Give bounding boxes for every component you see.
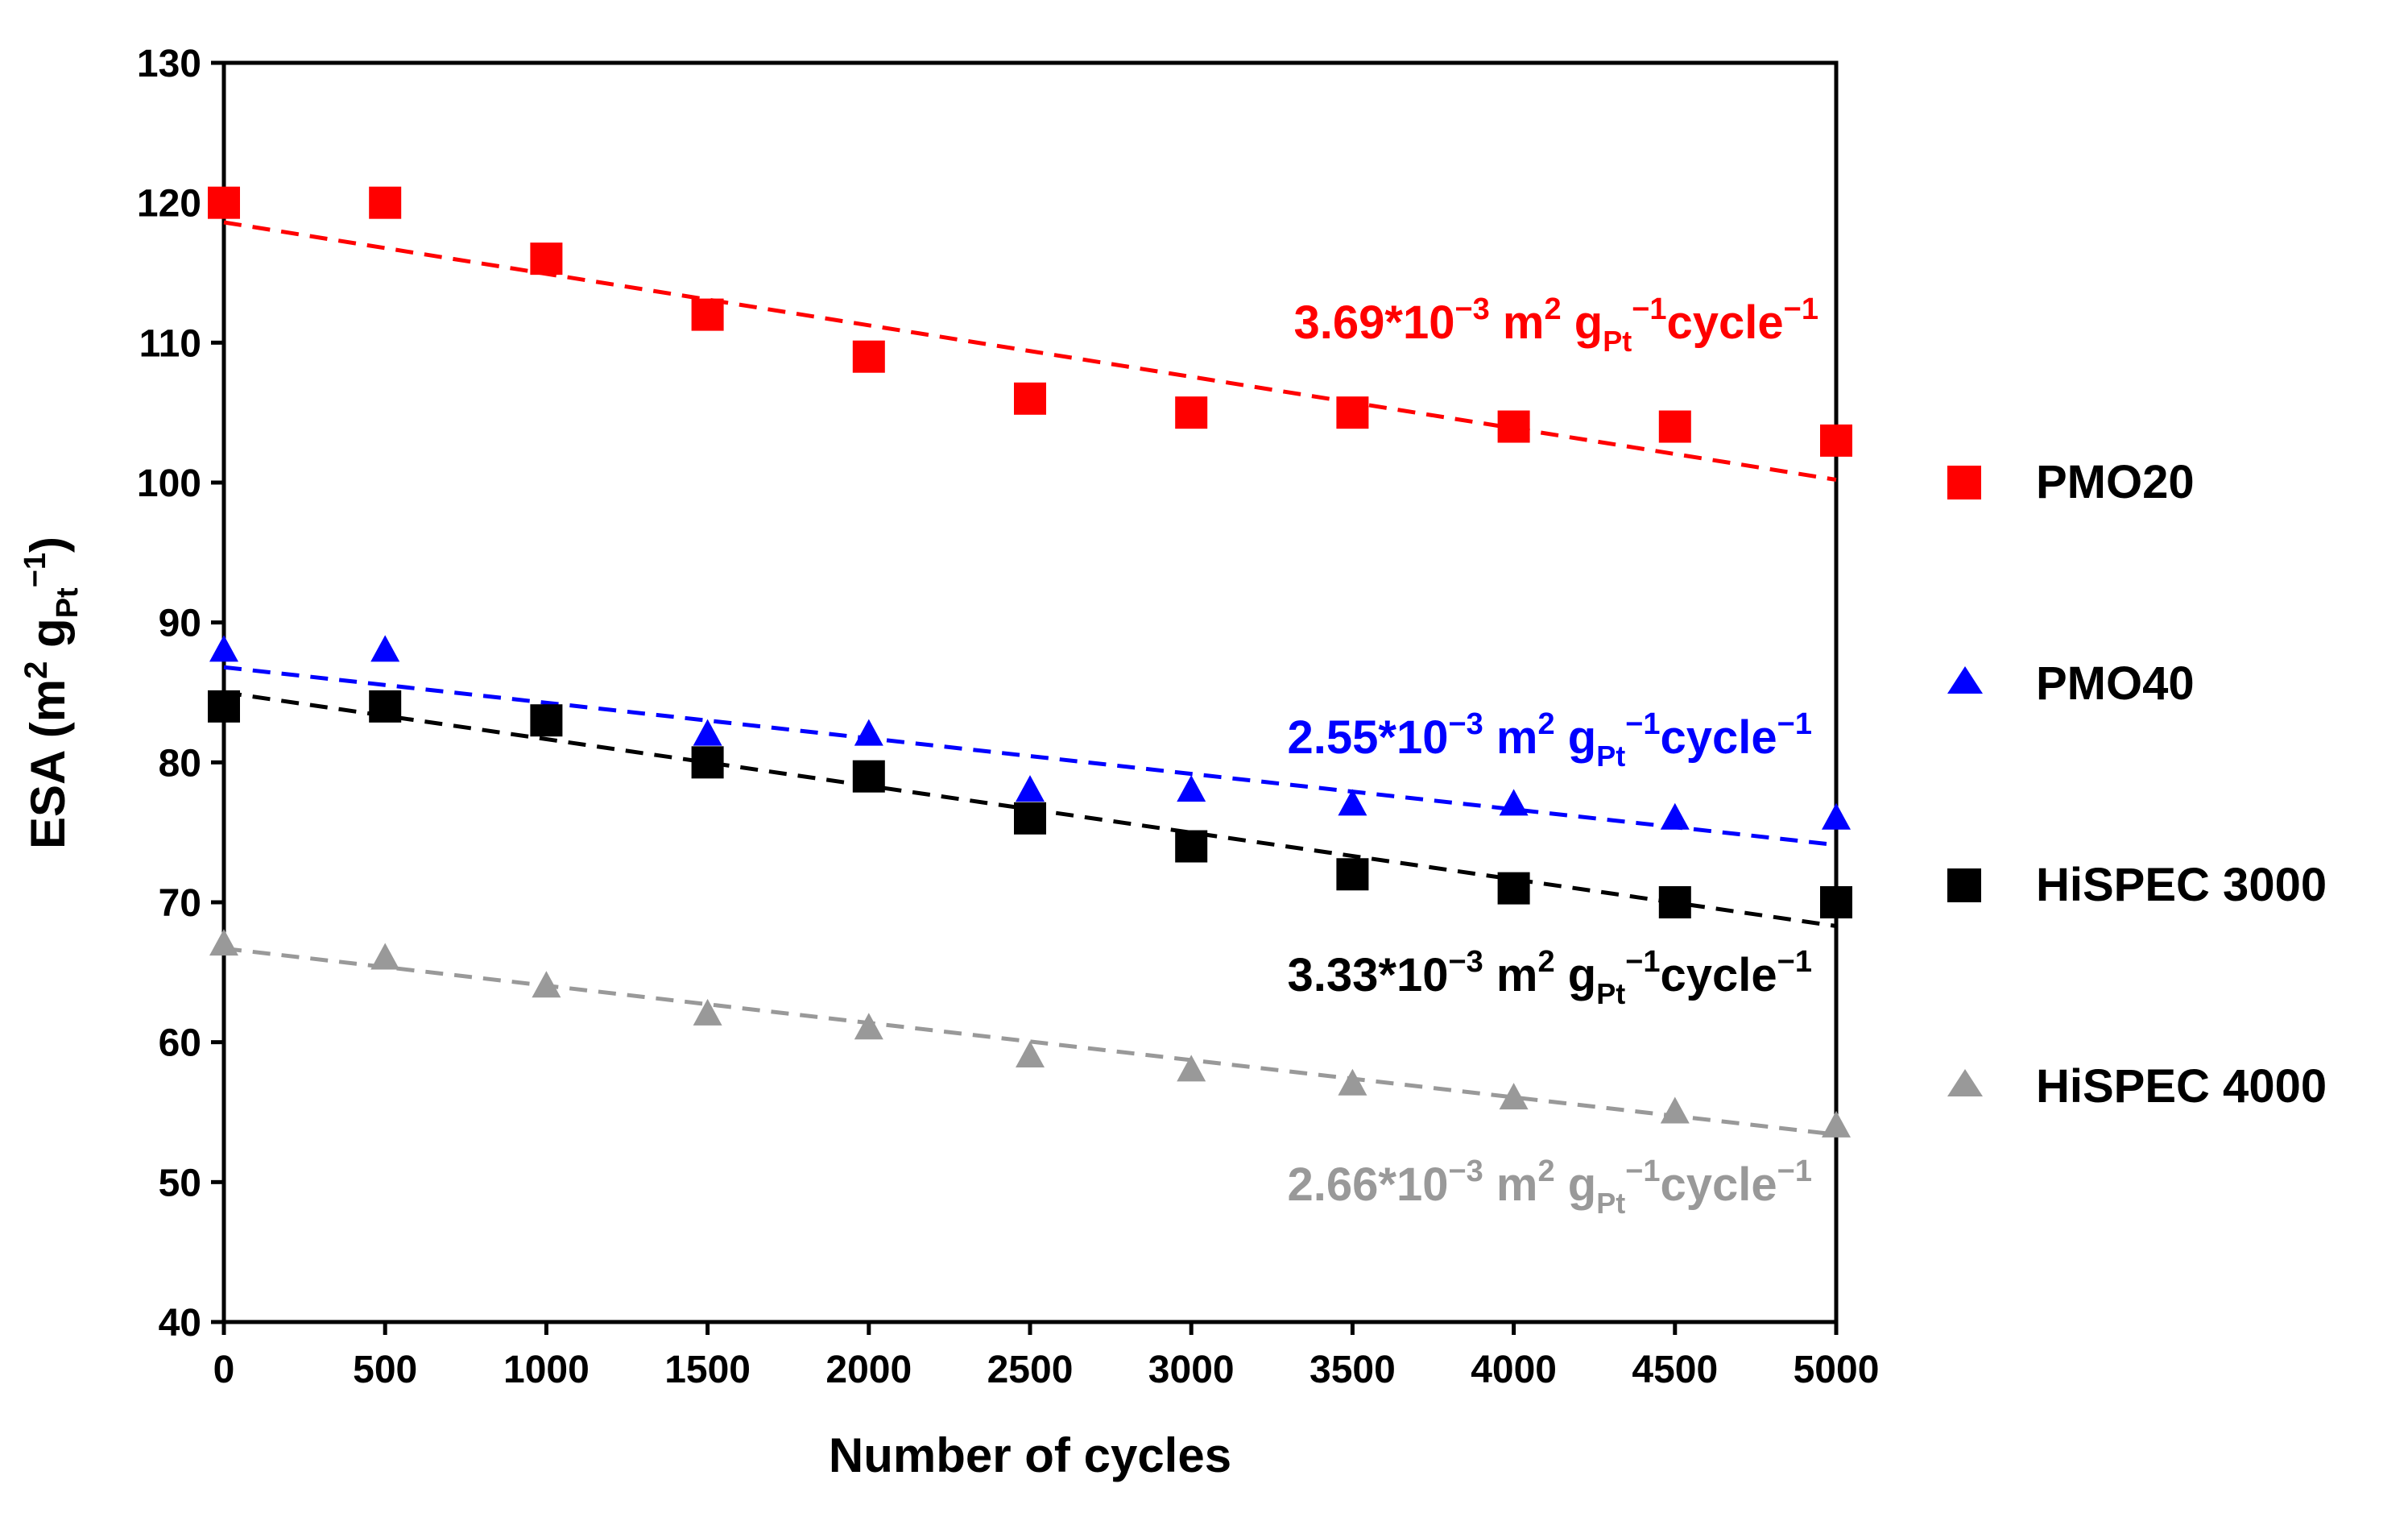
y-tick-label: 50: [159, 1162, 201, 1204]
x-axis: 0 500 1000 1500 2000 2500 3000 3500 4000 4500 5000: [213, 1322, 1880, 1391]
y-tick-label: 120: [137, 183, 201, 226]
data-point-pmo20: [1014, 382, 1046, 415]
data-point-pmo20: [852, 340, 885, 373]
data-point-pmo20: [530, 242, 563, 276]
x-tick-label: 500: [353, 1349, 417, 1391]
x-tick-label: 1500: [664, 1349, 751, 1391]
y-tick-label: 130: [137, 43, 201, 85]
data-point-hispec4000: [370, 943, 400, 970]
x-tick-label: 0: [213, 1349, 235, 1391]
legend: PMO20 PMO40 HiSPEC 3000 HiSPEC 4000: [1947, 456, 2327, 1113]
x-tick-label: 3500: [1310, 1349, 1396, 1391]
data-point-pmo20: [691, 298, 724, 331]
y-tick-label: 100: [137, 462, 201, 505]
data-point-pmo40: [1177, 775, 1206, 802]
data-point-pmo40: [693, 719, 722, 746]
data-point-hispec4000: [1016, 1041, 1045, 1068]
data-point-hispec3000: [1336, 858, 1369, 891]
legend-label-pmo20: PMO20: [2036, 456, 2195, 508]
data-point-pmo20: [1175, 396, 1208, 429]
legend-label-hispec3000: HiSPEC 3000: [2036, 859, 2327, 911]
data-point-hispec4000: [1499, 1083, 1529, 1110]
data-point-pmo40: [1338, 789, 1367, 816]
x-tick-label: 3000: [1148, 1349, 1235, 1391]
data-point-hispec4000: [854, 1013, 883, 1040]
y-axis: 40 50 60 70 80 90 100 110 120 130: [137, 43, 224, 1345]
data-point-hispec4000: [1338, 1068, 1367, 1096]
data-point-pmo20: [1820, 424, 1852, 457]
data-point-hispec3000: [852, 760, 885, 793]
legend-marker-pmo40: [1947, 666, 1983, 694]
data-point-pmo20: [369, 186, 402, 219]
data-point-pmo40: [1660, 802, 1690, 830]
data-point-hispec4000: [693, 998, 722, 1026]
annotation-hispec4000: 2.66*10−3 m2 gPt−1cycle−1: [1288, 1154, 1813, 1220]
data-point-hispec3000: [691, 746, 724, 779]
data-point-pmo20: [1336, 396, 1369, 429]
data-point-hispec3000: [1175, 830, 1208, 863]
data-point-pmo20: [1497, 410, 1530, 443]
y-tick-label: 70: [159, 882, 201, 925]
data-point-hispec3000: [1014, 802, 1046, 835]
legend-marker-hispec4000: [1947, 1069, 1983, 1096]
x-tick-label: 1000: [503, 1349, 590, 1391]
x-tick-label: 2500: [987, 1349, 1074, 1391]
data-point-hispec3000: [1658, 886, 1691, 918]
data-point-pmo40: [370, 635, 400, 662]
data-point-hispec4000: [1177, 1055, 1206, 1082]
legend-label-pmo40: PMO40: [2036, 657, 2195, 710]
data-point-hispec3000: [369, 690, 402, 723]
trend-line-pmo20: [223, 220, 1837, 482]
y-tick-label: 110: [139, 322, 201, 365]
y-tick-label: 80: [159, 742, 201, 785]
data-markers: [208, 186, 1852, 1138]
data-point-hispec3000: [1497, 872, 1530, 905]
x-tick-label: 4500: [1632, 1349, 1718, 1391]
legend-label-hispec4000: HiSPEC 4000: [2036, 1060, 2327, 1113]
data-point-hispec4000: [1660, 1096, 1690, 1124]
legend-marker-hispec3000: [1947, 868, 1981, 902]
x-axis-title: Number of cycles: [829, 1428, 1231, 1482]
data-point-pmo40: [1016, 775, 1045, 802]
annotation-hispec3000: 3.33*10−3 m2 gPt−1cycle−1: [1288, 945, 1813, 1010]
data-point-pmo20: [1658, 410, 1691, 443]
data-point-hispec3000: [530, 704, 563, 737]
y-axis-title: ESA (m2 gPt−1): [19, 537, 85, 849]
x-tick-label: 2000: [825, 1349, 912, 1391]
trend-line-pmo40: [223, 665, 1837, 848]
data-point-pmo40: [209, 635, 238, 662]
x-tick-label: 5000: [1794, 1349, 1880, 1391]
data-point-hispec4000: [209, 929, 238, 956]
y-tick-label: 60: [159, 1022, 201, 1065]
y-tick-label: 90: [159, 603, 201, 645]
x-tick-label: 4000: [1471, 1349, 1557, 1391]
annotation-pmo40: 2.55*10−3 m2 gPt−1cycle−1: [1288, 707, 1813, 773]
annotation-pmo20: 3.69*10−3 m2 gPt−1cycle−1: [1294, 292, 1819, 358]
data-point-hispec3000: [1820, 886, 1852, 918]
data-point-hispec4000: [1822, 1110, 1851, 1138]
data-point-pmo40: [854, 719, 883, 746]
data-point-pmo40: [1822, 802, 1851, 830]
y-tick-label: 40: [159, 1302, 201, 1345]
data-point-pmo40: [1499, 789, 1529, 816]
data-point-pmo20: [208, 186, 240, 219]
data-point-hispec3000: [208, 690, 240, 723]
trend-line-hispec4000: [223, 946, 1837, 1137]
legend-marker-pmo20: [1947, 466, 1981, 499]
data-point-hispec4000: [532, 971, 561, 998]
